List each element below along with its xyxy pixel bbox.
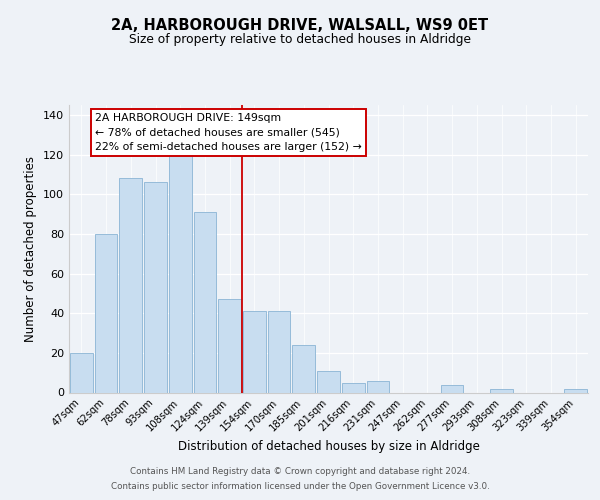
Bar xyxy=(169,129,191,392)
Bar xyxy=(317,370,340,392)
X-axis label: Distribution of detached houses by size in Aldridge: Distribution of detached houses by size … xyxy=(178,440,479,453)
Bar xyxy=(342,382,365,392)
Bar xyxy=(564,388,587,392)
Bar xyxy=(441,384,463,392)
Bar xyxy=(268,311,290,392)
Bar xyxy=(119,178,142,392)
Bar xyxy=(218,300,241,392)
Text: 2A HARBOROUGH DRIVE: 149sqm
← 78% of detached houses are smaller (545)
22% of se: 2A HARBOROUGH DRIVE: 149sqm ← 78% of det… xyxy=(95,113,362,152)
Bar xyxy=(194,212,216,392)
Text: Size of property relative to detached houses in Aldridge: Size of property relative to detached ho… xyxy=(129,32,471,46)
Bar xyxy=(243,311,266,392)
Y-axis label: Number of detached properties: Number of detached properties xyxy=(25,156,37,342)
Bar xyxy=(292,345,315,393)
Text: Contains public sector information licensed under the Open Government Licence v3: Contains public sector information licen… xyxy=(110,482,490,491)
Text: Contains HM Land Registry data © Crown copyright and database right 2024.: Contains HM Land Registry data © Crown c… xyxy=(130,467,470,476)
Bar xyxy=(144,182,167,392)
Bar xyxy=(70,353,93,393)
Bar xyxy=(490,388,513,392)
Bar xyxy=(95,234,118,392)
Text: 2A, HARBOROUGH DRIVE, WALSALL, WS9 0ET: 2A, HARBOROUGH DRIVE, WALSALL, WS9 0ET xyxy=(112,18,488,32)
Bar xyxy=(367,380,389,392)
